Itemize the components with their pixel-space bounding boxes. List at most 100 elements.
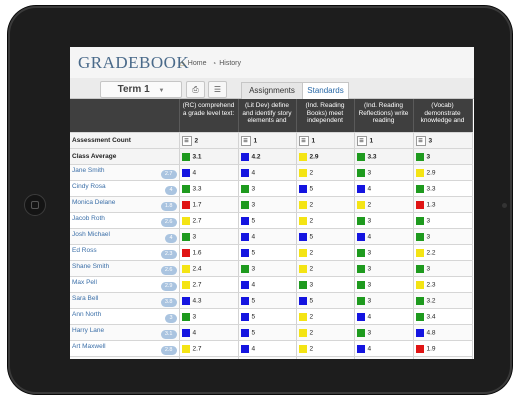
class-average-score-cell[interactable]: 3.1 <box>179 148 239 165</box>
class-average-score-cell[interactable]: 2.9 <box>296 148 355 165</box>
student-score-cell[interactable]: 3 <box>179 308 239 325</box>
student-score-cell[interactable]: 1.9 <box>413 340 473 357</box>
student-score-cell[interactable]: 4 <box>238 340 297 357</box>
student-score-cell[interactable]: 3 <box>413 212 473 229</box>
student-score-cell[interactable]: 2.9 <box>413 164 473 181</box>
student-score-cell[interactable]: 2 <box>296 260 355 277</box>
standard-column-label[interactable]: (Ind. Reading Reflections) write reading <box>358 102 409 124</box>
standard-column-label[interactable]: (Ind. Reading Books) meet independent <box>305 102 345 124</box>
student-score-cell[interactable]: 2 <box>296 340 355 357</box>
student-score-cell[interactable]: 3 <box>354 324 414 341</box>
list-icon[interactable]: ☰ <box>240 135 251 146</box>
student-score-cell[interactable]: 4 <box>238 164 297 181</box>
nav-history-link[interactable]: History <box>219 60 242 67</box>
student-score-cell[interactable]: 3 <box>354 260 414 277</box>
student-score-cell[interactable]: 2 <box>296 196 355 213</box>
home-button[interactable] <box>24 194 46 216</box>
student-name-link[interactable]: Fade Winder <box>72 359 109 360</box>
student-score-cell[interactable]: 4.8 <box>413 324 473 341</box>
student-score-cell[interactable]: 3.3 <box>413 180 473 197</box>
student-score-cell[interactable]: 5 <box>296 228 355 245</box>
student-score-cell[interactable]: 5 <box>238 356 297 359</box>
tab-standards[interactable]: Standards <box>302 82 349 99</box>
student-score-cell[interactable]: 4 <box>296 356 355 359</box>
student-score-cell[interactable]: 3 <box>413 228 473 245</box>
student-score-cell[interactable]: 4 <box>354 180 414 197</box>
student-score-cell[interactable]: 4 <box>354 228 414 245</box>
assessment-count-cell[interactable]: ☰ 3 <box>413 132 473 149</box>
student-name-link[interactable]: Monica Delane <box>72 198 116 206</box>
student-score-cell[interactable]: 4.3 <box>179 292 239 309</box>
student-score-cell[interactable]: 2 <box>354 196 414 213</box>
student-name-link[interactable]: Josh Michael <box>72 230 110 238</box>
student-score-cell[interactable]: 3 <box>413 260 473 277</box>
student-name-link[interactable]: Sara Bell <box>72 294 99 302</box>
list-view-button[interactable]: ☰ <box>208 81 227 98</box>
assessment-count-cell[interactable]: ☰ 1 <box>296 132 355 149</box>
student-score-cell[interactable]: 4 <box>354 356 414 359</box>
student-name-link[interactable]: Cindy Rosa <box>72 182 106 190</box>
student-score-cell[interactable]: 4 <box>354 340 414 357</box>
student-score-cell[interactable]: 4.7 <box>413 356 473 359</box>
student-score-cell[interactable]: 2.7 <box>179 276 239 293</box>
assessment-count-cell[interactable]: ☰ 1 <box>238 132 297 149</box>
student-name-link[interactable]: Harry Lane <box>72 326 105 334</box>
student-score-cell[interactable]: 3 <box>238 180 297 197</box>
student-score-cell[interactable]: 4 <box>179 324 239 341</box>
student-score-cell[interactable]: 3 <box>179 228 239 245</box>
term-dropdown[interactable]: Term 1 ▼ <box>100 81 182 98</box>
student-score-cell[interactable]: 2 <box>296 244 355 261</box>
student-name-link[interactable]: Art Maxwell <box>72 342 106 350</box>
print-button[interactable]: ⎙ <box>186 81 205 98</box>
student-score-cell[interactable]: 3.2 <box>413 292 473 309</box>
student-score-cell[interactable]: 3 <box>238 196 297 213</box>
student-score-cell[interactable]: 3 <box>354 244 414 261</box>
class-average-score-cell[interactable]: 4.2 <box>238 148 297 165</box>
class-average-score-cell[interactable]: 3 <box>413 148 473 165</box>
student-score-cell[interactable]: 2 <box>296 164 355 181</box>
student-score-cell[interactable]: 2 <box>296 212 355 229</box>
student-score-cell[interactable]: 5 <box>296 180 355 197</box>
student-score-cell[interactable]: 2 <box>296 324 355 341</box>
student-score-cell[interactable]: 4 <box>354 308 414 325</box>
student-score-cell[interactable]: 3 <box>354 292 414 309</box>
student-score-cell[interactable]: 1.6 <box>179 244 239 261</box>
student-score-cell[interactable]: 2.7 <box>179 340 239 357</box>
list-icon[interactable]: ☰ <box>415 135 426 146</box>
student-name-link[interactable]: Jacob Roth <box>72 214 105 222</box>
student-name-link[interactable]: Ann North <box>72 310 102 318</box>
student-score-cell[interactable]: 1.3 <box>413 196 473 213</box>
student-score-cell[interactable]: 4 <box>238 228 297 245</box>
student-score-cell[interactable]: 3 <box>354 164 414 181</box>
list-icon[interactable]: ☰ <box>298 135 309 146</box>
student-score-cell[interactable]: 2.7 <box>179 212 239 229</box>
standard-column-label[interactable]: (Vocab) demonstrate knowledge and <box>420 102 465 124</box>
student-score-cell[interactable]: 2.4 <box>179 260 239 277</box>
student-name-link[interactable]: Max Pell <box>72 278 97 286</box>
student-score-cell[interactable]: 5 <box>238 292 297 309</box>
student-score-cell[interactable]: 5 <box>179 356 239 359</box>
student-score-cell[interactable]: 5 <box>238 324 297 341</box>
student-score-cell[interactable]: 3 <box>354 212 414 229</box>
student-score-cell[interactable]: 5 <box>238 244 297 261</box>
student-score-cell[interactable]: 3 <box>296 276 355 293</box>
student-score-cell[interactable]: 3 <box>354 276 414 293</box>
history-icon[interactable]: ◔ <box>211 59 217 68</box>
standard-column-label[interactable]: (RC) comprehend a grade level text: <box>182 102 235 117</box>
student-score-cell[interactable]: 5 <box>296 292 355 309</box>
standard-column-label[interactable]: (Lit Dev) define and identify story elem… <box>242 102 292 124</box>
student-name-link[interactable]: Shane Smith <box>72 262 110 270</box>
student-score-cell[interactable]: 3.4 <box>413 308 473 325</box>
class-average-score-cell[interactable]: 3.3 <box>354 148 414 165</box>
assessment-count-cell[interactable]: ☰ 1 <box>354 132 414 149</box>
student-score-cell[interactable]: 2.3 <box>413 276 473 293</box>
student-score-cell[interactable]: 3 <box>238 260 297 277</box>
student-name-link[interactable]: Jane Smith <box>72 166 105 174</box>
student-score-cell[interactable]: 3.3 <box>179 180 239 197</box>
student-score-cell[interactable]: 1.7 <box>179 196 239 213</box>
student-score-cell[interactable]: 4 <box>238 276 297 293</box>
nav-home-link[interactable]: Home <box>187 60 207 67</box>
list-icon[interactable]: ☰ <box>356 135 367 146</box>
list-icon[interactable]: ☰ <box>181 135 192 146</box>
student-name-link[interactable]: Ed Ross <box>72 246 97 254</box>
